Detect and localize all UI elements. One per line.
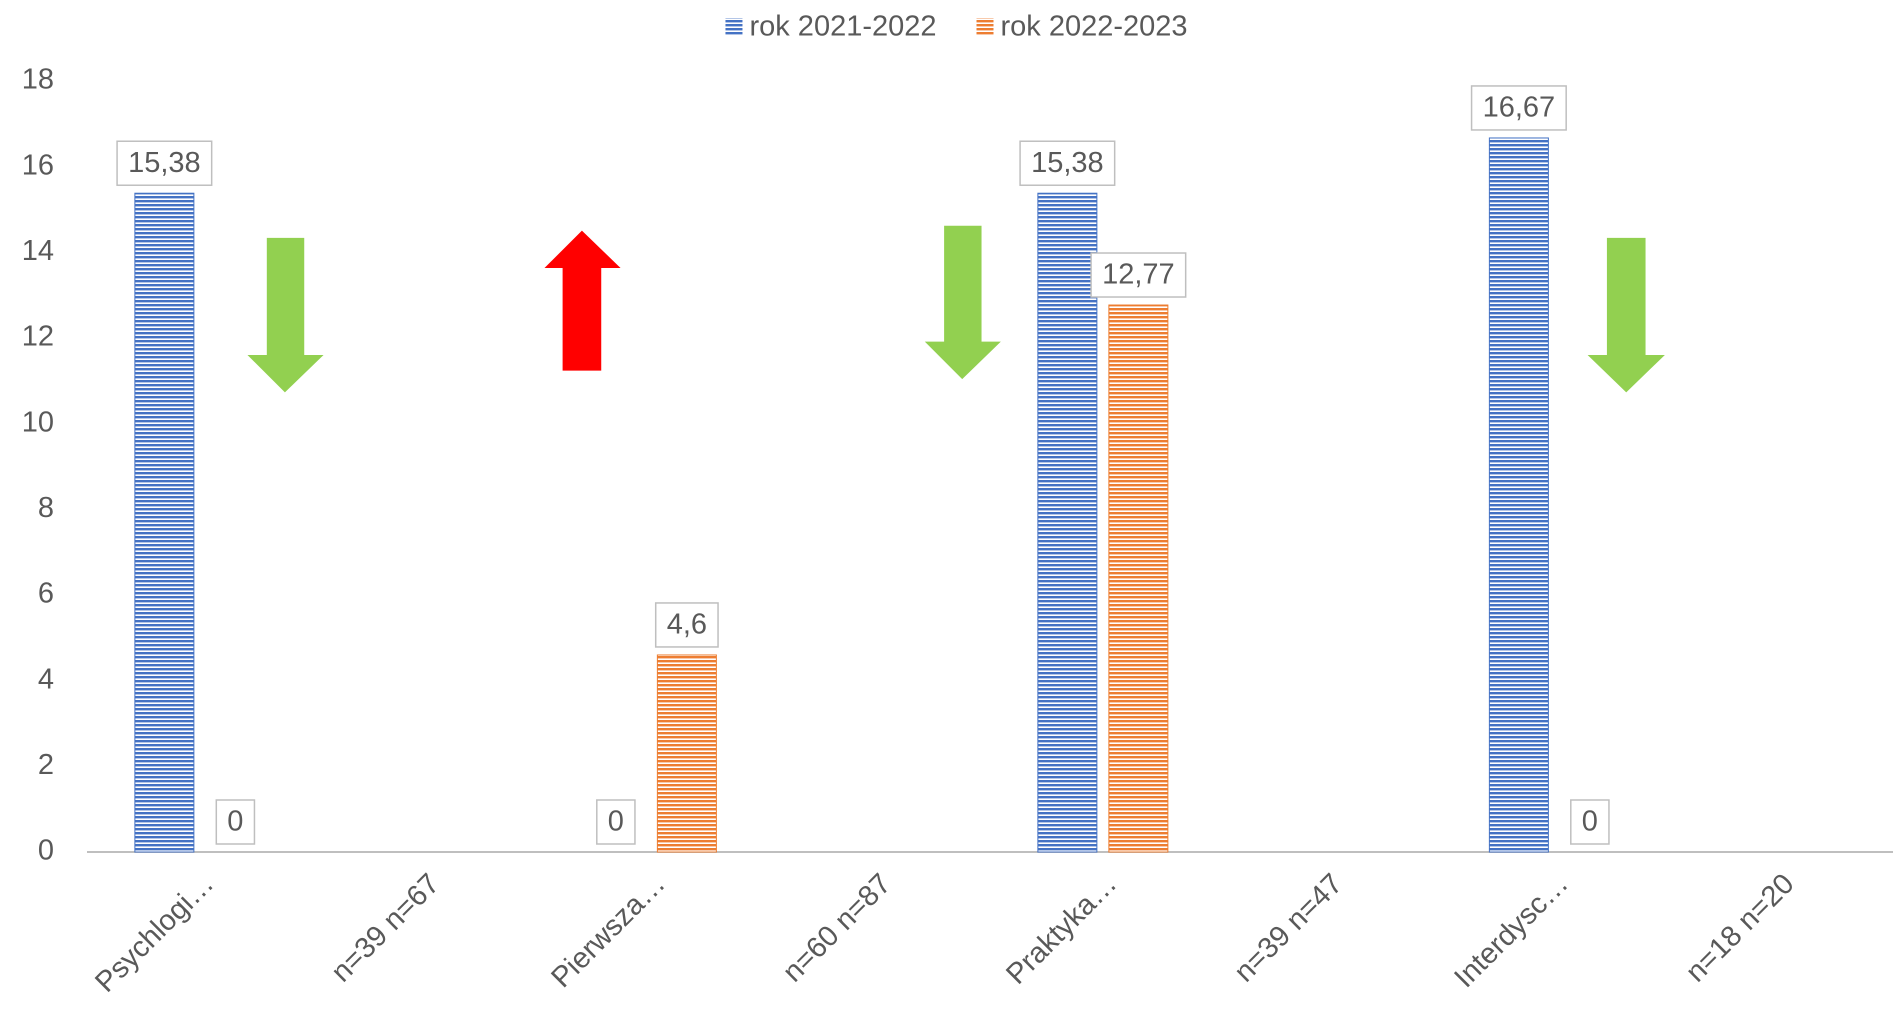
trend-arrows xyxy=(247,225,1665,393)
y-tick-label: 12 xyxy=(22,321,54,353)
down-arrow xyxy=(924,225,1001,380)
legend: rok 2021-2022 rok 2022-2023 xyxy=(725,11,1188,43)
bar xyxy=(1488,137,1549,853)
y-tick-label: 2 xyxy=(38,749,54,781)
data-label: 0 xyxy=(227,806,243,838)
x-tick-label: n=39 n=47 xyxy=(1228,868,1349,989)
data-label-box xyxy=(1019,140,1116,186)
data-label: 0 xyxy=(608,806,624,838)
x-tick-label: Praktyka… xyxy=(1000,868,1123,991)
y-tick-label: 18 xyxy=(22,64,54,96)
y-tick-label: 16 xyxy=(22,149,54,181)
data-label-box xyxy=(1090,252,1187,298)
bar xyxy=(134,192,195,853)
down-arrow xyxy=(247,237,324,393)
data-label-box xyxy=(1570,799,1610,845)
legend-label: rok 2022-2023 xyxy=(1001,11,1188,43)
y-tick-label: 14 xyxy=(22,235,54,267)
down-arrow xyxy=(1587,237,1665,393)
y-tick-label: 8 xyxy=(38,492,54,524)
data-label-box xyxy=(215,799,256,845)
y-tick-label: 10 xyxy=(22,406,54,438)
data-label: 0 xyxy=(1582,806,1598,838)
data-label-box xyxy=(596,799,636,845)
data-label-box xyxy=(1470,85,1567,131)
legend-swatch xyxy=(725,18,743,35)
bar xyxy=(1037,192,1098,853)
data-label-box xyxy=(654,602,719,648)
bar xyxy=(1108,304,1169,853)
data-label: 4,6 xyxy=(667,609,707,641)
data-label: 16,67 xyxy=(1483,92,1556,124)
x-tick-label: Interdysc… xyxy=(1448,868,1574,994)
x-tick-label: Pierwsza… xyxy=(545,868,671,994)
data-label: 15,38 xyxy=(1031,147,1104,179)
data-label: 12,77 xyxy=(1102,259,1175,291)
data-label: 15,38 xyxy=(128,147,201,179)
x-tick-label: Psychlogi… xyxy=(89,868,220,999)
up-arrow xyxy=(544,230,621,371)
x-tick-label: n=39 n=67 xyxy=(325,868,446,989)
x-tick-label: n=18 n=20 xyxy=(1680,868,1801,989)
data-label-box xyxy=(116,140,213,186)
y-tick-label: 0 xyxy=(38,835,54,867)
bar xyxy=(656,654,717,853)
y-tick-label: 4 xyxy=(38,663,54,695)
legend-label: rok 2021-2022 xyxy=(749,11,936,43)
y-tick-label: 6 xyxy=(38,578,54,610)
legend-swatch xyxy=(976,18,994,35)
x-tick-label: n=60 n=87 xyxy=(777,868,898,989)
